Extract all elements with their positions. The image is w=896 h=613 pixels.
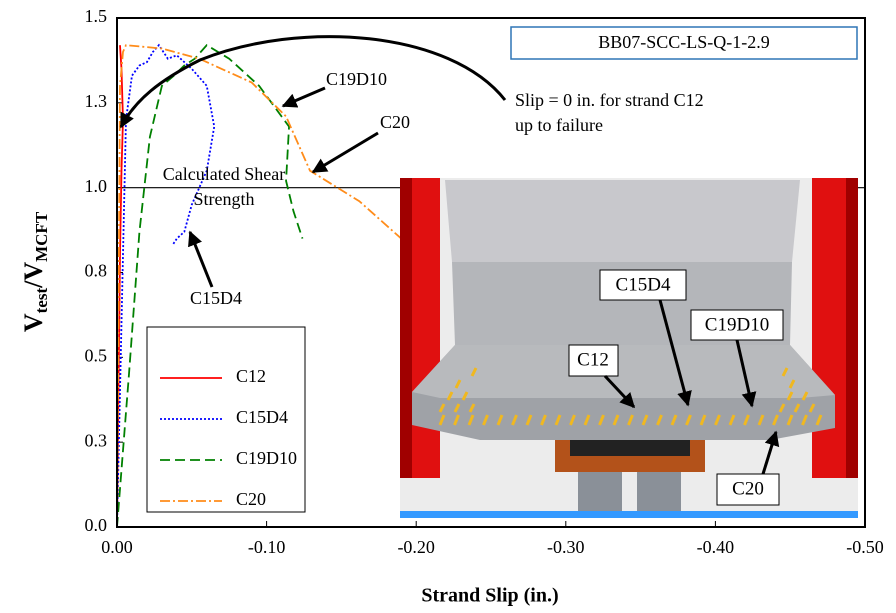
- strand: [656, 414, 663, 426]
- strand: [778, 403, 786, 413]
- strand: [569, 414, 576, 426]
- annotation: C19D10: [326, 69, 387, 89]
- title-box: [510, 26, 858, 60]
- strand: [793, 403, 801, 413]
- annotation: Strength: [194, 189, 255, 209]
- strand: [446, 391, 454, 401]
- strand: [467, 414, 475, 426]
- strand: [772, 414, 779, 426]
- y-label-part: MCFT: [32, 211, 51, 262]
- strand: [612, 414, 620, 426]
- strand: [801, 391, 809, 401]
- strand: [808, 403, 816, 413]
- inset-label: C20: [732, 478, 764, 499]
- strand: [468, 403, 476, 413]
- strand: [554, 414, 562, 426]
- series-line: [116, 43, 216, 528]
- inset-label: C15D4: [616, 274, 671, 295]
- strand: [438, 403, 446, 413]
- strand: [670, 414, 678, 426]
- series-line: [116, 43, 304, 528]
- annotation-arrow: [311, 131, 379, 174]
- annotation: C15D4: [190, 288, 242, 308]
- legend-label: C12: [236, 366, 266, 386]
- annotation-arrow: [281, 86, 326, 108]
- strand: [627, 414, 634, 426]
- strand: [438, 414, 446, 426]
- y-tick-label: 0.5: [85, 345, 108, 365]
- strand: [598, 414, 605, 426]
- x-tick-label: -0.40: [697, 537, 735, 557]
- strand: [788, 379, 796, 389]
- strand: [641, 414, 649, 426]
- annotation: Calculated Shear: [163, 164, 285, 184]
- strand: [525, 414, 533, 426]
- strand: [699, 414, 707, 426]
- y-tick-label: 0.3: [85, 430, 108, 450]
- annotation: Slip = 0 in. for strand C12: [515, 90, 704, 110]
- strand: [781, 367, 789, 377]
- inset-label: C12: [577, 349, 609, 370]
- strand: [714, 414, 721, 426]
- annotation-arrow: [188, 230, 214, 288]
- y-tick-label: 0.8: [85, 261, 108, 281]
- strand: [583, 414, 591, 426]
- strand: [511, 414, 518, 426]
- strand: [786, 414, 794, 426]
- legend-label: C19D10: [236, 448, 297, 468]
- x-tick-label: -0.30: [547, 537, 585, 557]
- strand: [482, 414, 489, 426]
- strand: [815, 414, 823, 426]
- legend-label: C20: [236, 489, 266, 509]
- y-label-part: test: [32, 288, 51, 314]
- chart-title: BB07-SCC-LS-Q-1-2.9: [598, 32, 770, 52]
- inset-label: C19D10: [705, 314, 769, 335]
- strand: [540, 414, 547, 426]
- y-tick-label: 0.0: [85, 515, 108, 535]
- strand: [496, 414, 504, 426]
- strand: [685, 414, 692, 426]
- x-tick-label: 0.00: [101, 537, 133, 557]
- strand: [454, 379, 462, 389]
- strand: [801, 414, 808, 426]
- annotation: C20: [380, 112, 410, 132]
- strand: [453, 414, 460, 426]
- inset-labels: C15D4 C12 C19D10 C20: [568, 269, 784, 506]
- y-tick-label: 1.3: [85, 91, 108, 111]
- plot-frame: [116, 17, 866, 528]
- strand: [728, 414, 736, 426]
- x-tick-label: -0.50: [846, 537, 884, 557]
- strand: [786, 391, 794, 401]
- strand: [743, 414, 750, 426]
- annotation: up to failure: [515, 115, 603, 135]
- y-label-part: /V: [19, 262, 48, 289]
- y-axis-label: Vtest/VMCFT: [19, 211, 51, 332]
- legend-label: C15D4: [236, 407, 288, 427]
- x-tick-label: -0.10: [248, 537, 286, 557]
- x-tick-label: -0.20: [397, 537, 435, 557]
- y-tick-label: 1.5: [85, 6, 108, 26]
- series-line: [116, 44, 402, 528]
- strand: [470, 367, 478, 377]
- y-label-part: V: [19, 313, 48, 332]
- annotation-arrow: [119, 35, 507, 129]
- strand: [453, 403, 461, 413]
- strand: [461, 391, 469, 401]
- inset-image: [400, 178, 858, 518]
- strand: [757, 414, 765, 426]
- x-axis-label: Strand Slip (in.): [421, 585, 558, 607]
- y-tick-label: 1.0: [85, 176, 108, 196]
